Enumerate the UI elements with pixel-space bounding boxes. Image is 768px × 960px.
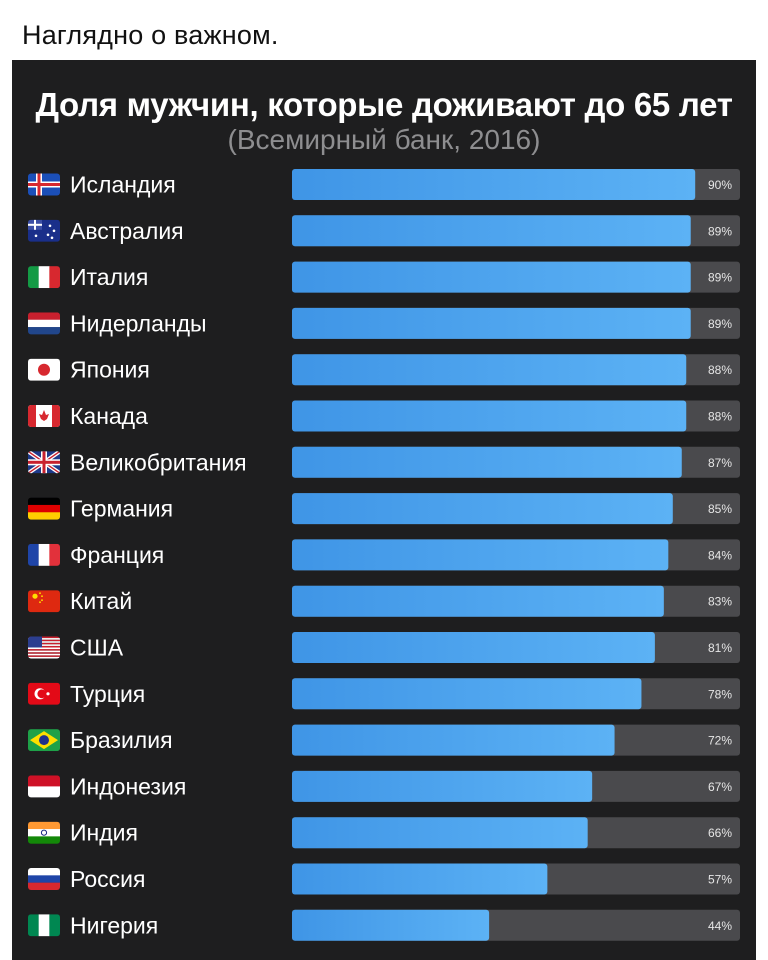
bar: [292, 724, 615, 756]
chart-row: Китай 83%: [28, 585, 740, 617]
value-label: 83%: [708, 595, 732, 609]
chart-row: Япония 88%: [28, 354, 740, 386]
value-label: 88%: [708, 410, 732, 424]
chart-row: Индонезия 67%: [28, 770, 740, 802]
value-label: 85%: [708, 502, 732, 516]
country-label: Италия: [70, 264, 148, 290]
russia-flag-icon: [28, 868, 60, 890]
value-label: 87%: [708, 456, 732, 470]
value-label: 89%: [708, 271, 732, 285]
value-label: 88%: [708, 363, 732, 377]
chart-row: Исландия 90%: [28, 169, 740, 200]
canada-flag-icon: [28, 405, 60, 427]
chart-row: США 81%: [28, 632, 740, 663]
value-label: 89%: [708, 224, 732, 238]
country-label: Индонезия: [70, 773, 186, 799]
bar: [292, 446, 682, 478]
chart-title: Доля мужчин, которые доживают до 65 лет: [35, 86, 733, 123]
bar: [292, 632, 655, 663]
value-label: 44%: [708, 919, 732, 933]
bar: [292, 770, 593, 802]
japan-flag-icon: [28, 358, 60, 381]
country-label: Франция: [70, 542, 164, 568]
infographic: Доля мужчин, которые доживают до 65 лет …: [12, 60, 756, 960]
chart-row: Италия 89%: [28, 261, 740, 293]
bar: [292, 817, 588, 849]
chart-row: Нигерия 44%: [28, 909, 740, 941]
page-header: Наглядно о важном.: [0, 0, 768, 60]
bar: [292, 215, 691, 247]
value-label: 66%: [708, 826, 732, 840]
bar: [292, 354, 687, 386]
country-label: США: [70, 635, 124, 661]
india-flag-icon: [28, 821, 60, 844]
germany-flag-icon: [28, 497, 60, 520]
bar: [292, 863, 548, 895]
france-flag-icon: [28, 543, 60, 566]
country-label: Бразилия: [70, 727, 173, 753]
bar: [292, 585, 664, 617]
italy-flag-icon: [28, 266, 60, 289]
country-label: Китай: [70, 588, 132, 614]
value-label: 84%: [708, 548, 732, 562]
chart-row: Турция 78%: [28, 678, 740, 710]
value-label: 89%: [708, 317, 732, 331]
bar: [292, 678, 642, 710]
bar: [292, 493, 673, 525]
value-label: 57%: [708, 873, 732, 887]
bar: [292, 169, 696, 200]
value-label: 90%: [708, 178, 732, 192]
value-label: 72%: [708, 734, 732, 748]
value-label: 81%: [708, 641, 732, 655]
turkey-flag-icon: [28, 682, 60, 705]
country-label: Нидерланды: [70, 310, 207, 336]
value-label: 67%: [708, 780, 732, 794]
china-flag-icon: [28, 590, 60, 613]
country-label: Нигерия: [70, 912, 158, 938]
chart-subtitle: (Всемирный банк, 2016): [227, 124, 541, 155]
chart-row: Франция 84%: [28, 539, 740, 571]
uk-flag-icon: [28, 451, 60, 474]
country-label: Исландия: [70, 172, 176, 198]
chart-row: Нидерланды 89%: [28, 307, 740, 339]
iceland-flag-icon: [28, 173, 60, 196]
country-label: Турция: [70, 681, 145, 707]
nigeria-flag-icon: [28, 914, 60, 937]
value-label: 78%: [708, 687, 732, 701]
page-title: Наглядно о важном.: [22, 20, 279, 50]
chart-row: Бразилия 72%: [28, 724, 740, 756]
bar: [292, 400, 687, 432]
country-label: Индия: [70, 820, 138, 846]
bar-chart: Исландия 90%Австралия 89%Италия 89%Нидерлан…: [28, 169, 740, 941]
country-label: Великобритания: [70, 449, 247, 475]
chart-row: Россия 57%: [28, 863, 740, 895]
bar: [292, 307, 691, 339]
indonesia-flag-icon: [28, 775, 60, 798]
country-label: Япония: [70, 357, 150, 383]
chart-row: Австралия 89%: [28, 215, 740, 247]
brazil-flag-icon: [28, 729, 60, 752]
bar: [292, 261, 691, 293]
chart-row: Канада 88%: [28, 400, 740, 432]
country-label: Россия: [70, 866, 145, 892]
bar: [292, 539, 669, 571]
usa-flag-icon: [28, 636, 60, 659]
chart-row: Германия 85%: [28, 493, 740, 525]
chart-row: Великобритания 87%: [28, 446, 740, 478]
country-label: Германия: [70, 496, 173, 522]
bar: [292, 909, 490, 941]
australia-flag-icon: [28, 219, 60, 242]
country-label: Канада: [70, 403, 148, 429]
chart-row: Индия 66%: [28, 817, 740, 849]
netherlands-flag-icon: [28, 312, 60, 335]
country-label: Австралия: [70, 218, 184, 244]
